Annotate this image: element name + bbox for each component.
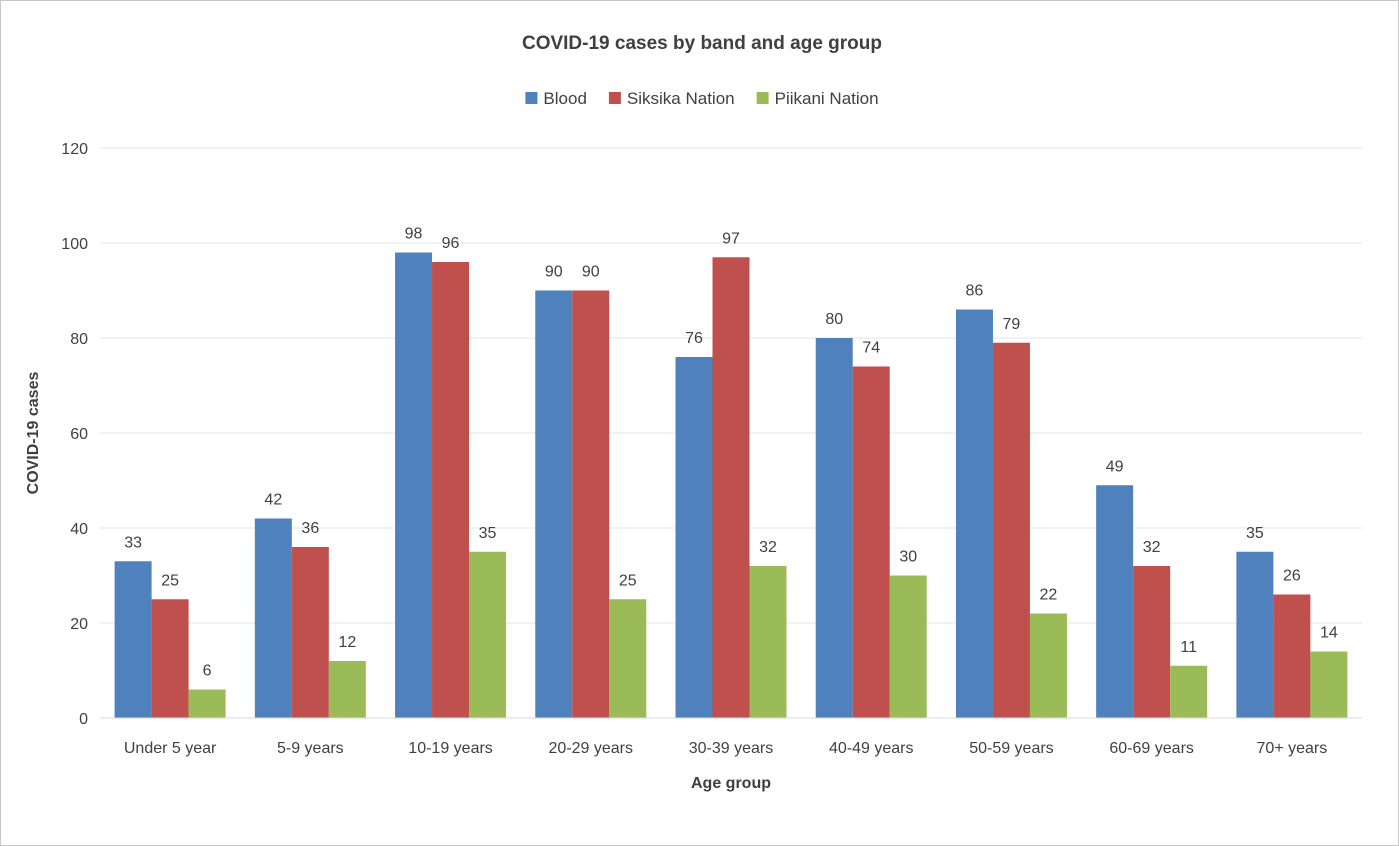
bar — [572, 290, 610, 718]
data-label: 49 — [1106, 458, 1124, 475]
data-label: 33 — [124, 534, 142, 551]
data-label: 32 — [759, 539, 777, 556]
y-tick-label: 100 — [61, 236, 88, 253]
data-label: 76 — [685, 330, 703, 347]
bar — [955, 309, 993, 718]
x-tick-label: 30-39 years — [689, 740, 774, 757]
x-tick-label: 40-49 years — [829, 740, 914, 757]
bar — [1029, 613, 1067, 718]
y-tick-label: 20 — [70, 616, 88, 633]
data-label: 22 — [1040, 587, 1058, 604]
data-label: 14 — [1320, 625, 1338, 642]
y-tick-label: 0 — [79, 711, 88, 728]
bar — [1133, 566, 1171, 718]
bar — [1170, 665, 1208, 718]
x-tick-label: Under 5 year — [124, 740, 217, 757]
data-label: 26 — [1283, 568, 1301, 585]
x-axis-title: Age group — [691, 775, 771, 792]
data-label: 32 — [1143, 539, 1161, 556]
data-label: 96 — [442, 235, 460, 252]
bar — [114, 561, 152, 718]
legend-label: Blood — [543, 89, 586, 108]
bar — [1310, 651, 1348, 718]
bar — [291, 547, 329, 718]
bar — [395, 252, 433, 718]
legend-swatch — [756, 92, 769, 104]
bars — [114, 252, 1348, 718]
bar — [469, 551, 507, 718]
bar — [328, 661, 366, 718]
bar — [815, 338, 853, 718]
data-label: 90 — [582, 264, 600, 281]
data-label: 79 — [1003, 316, 1021, 333]
data-label: 98 — [405, 226, 423, 243]
y-tick-label: 60 — [70, 426, 88, 443]
y-tick-label: 40 — [70, 521, 88, 538]
x-tick-label: 50-59 years — [969, 740, 1054, 757]
bar — [749, 566, 787, 718]
y-axis-title: COVID-19 cases — [25, 372, 42, 495]
data-label: 74 — [862, 340, 880, 357]
bar — [992, 342, 1030, 718]
legend-label: Piikani Nation — [775, 89, 879, 108]
bar — [535, 290, 573, 718]
data-label: 80 — [825, 311, 843, 328]
legend: Blood Siksika Nation Piikani Nation — [525, 89, 879, 108]
data-label: 25 — [161, 572, 179, 589]
x-axis-ticks: Under 5 year 5-9 years 10-19 years 20-29 ye… — [124, 740, 1327, 757]
bar — [1236, 551, 1274, 718]
data-label: 11 — [1180, 639, 1197, 656]
y-tick-label: 80 — [70, 331, 88, 348]
data-label: 42 — [264, 492, 282, 509]
bar — [151, 599, 189, 718]
data-label: 6 — [203, 663, 212, 680]
legend-label: Siksika Nation — [627, 89, 735, 108]
chart-title: COVID-19 cases by band and age group — [522, 33, 882, 54]
x-tick-label: 60-69 years — [1109, 740, 1194, 757]
bar — [188, 689, 226, 718]
bar — [712, 257, 750, 718]
bar — [432, 262, 470, 718]
bar — [1273, 594, 1311, 718]
legend-swatch — [608, 92, 621, 104]
data-label: 30 — [899, 549, 917, 566]
x-tick-label: 70+ years — [1257, 740, 1328, 757]
bar — [609, 599, 647, 718]
y-tick-label: 120 — [61, 141, 88, 158]
legend-swatch — [525, 92, 538, 104]
data-label: 25 — [619, 572, 637, 589]
y-axis-ticks: 0 20 40 60 80 100 120 — [61, 141, 88, 728]
bar — [889, 575, 927, 718]
data-label: 12 — [338, 634, 356, 651]
x-tick-label: 5-9 years — [277, 740, 344, 757]
data-label: 36 — [301, 520, 319, 537]
bar — [852, 366, 890, 718]
data-label: 86 — [966, 283, 984, 300]
bar — [254, 518, 292, 718]
bar — [1096, 485, 1134, 718]
data-label: 97 — [722, 230, 740, 247]
x-tick-label: 20-29 years — [549, 740, 634, 757]
bar — [675, 357, 713, 718]
data-labels: 33 25 6 42 36 12 98 96 35 90 90 25 76 97 32 80 74 30 86 79 2… — [124, 226, 1338, 680]
x-tick-label: 10-19 years — [408, 740, 493, 757]
data-label: 35 — [479, 525, 497, 542]
data-label: 35 — [1246, 525, 1264, 542]
data-label: 90 — [545, 264, 563, 281]
